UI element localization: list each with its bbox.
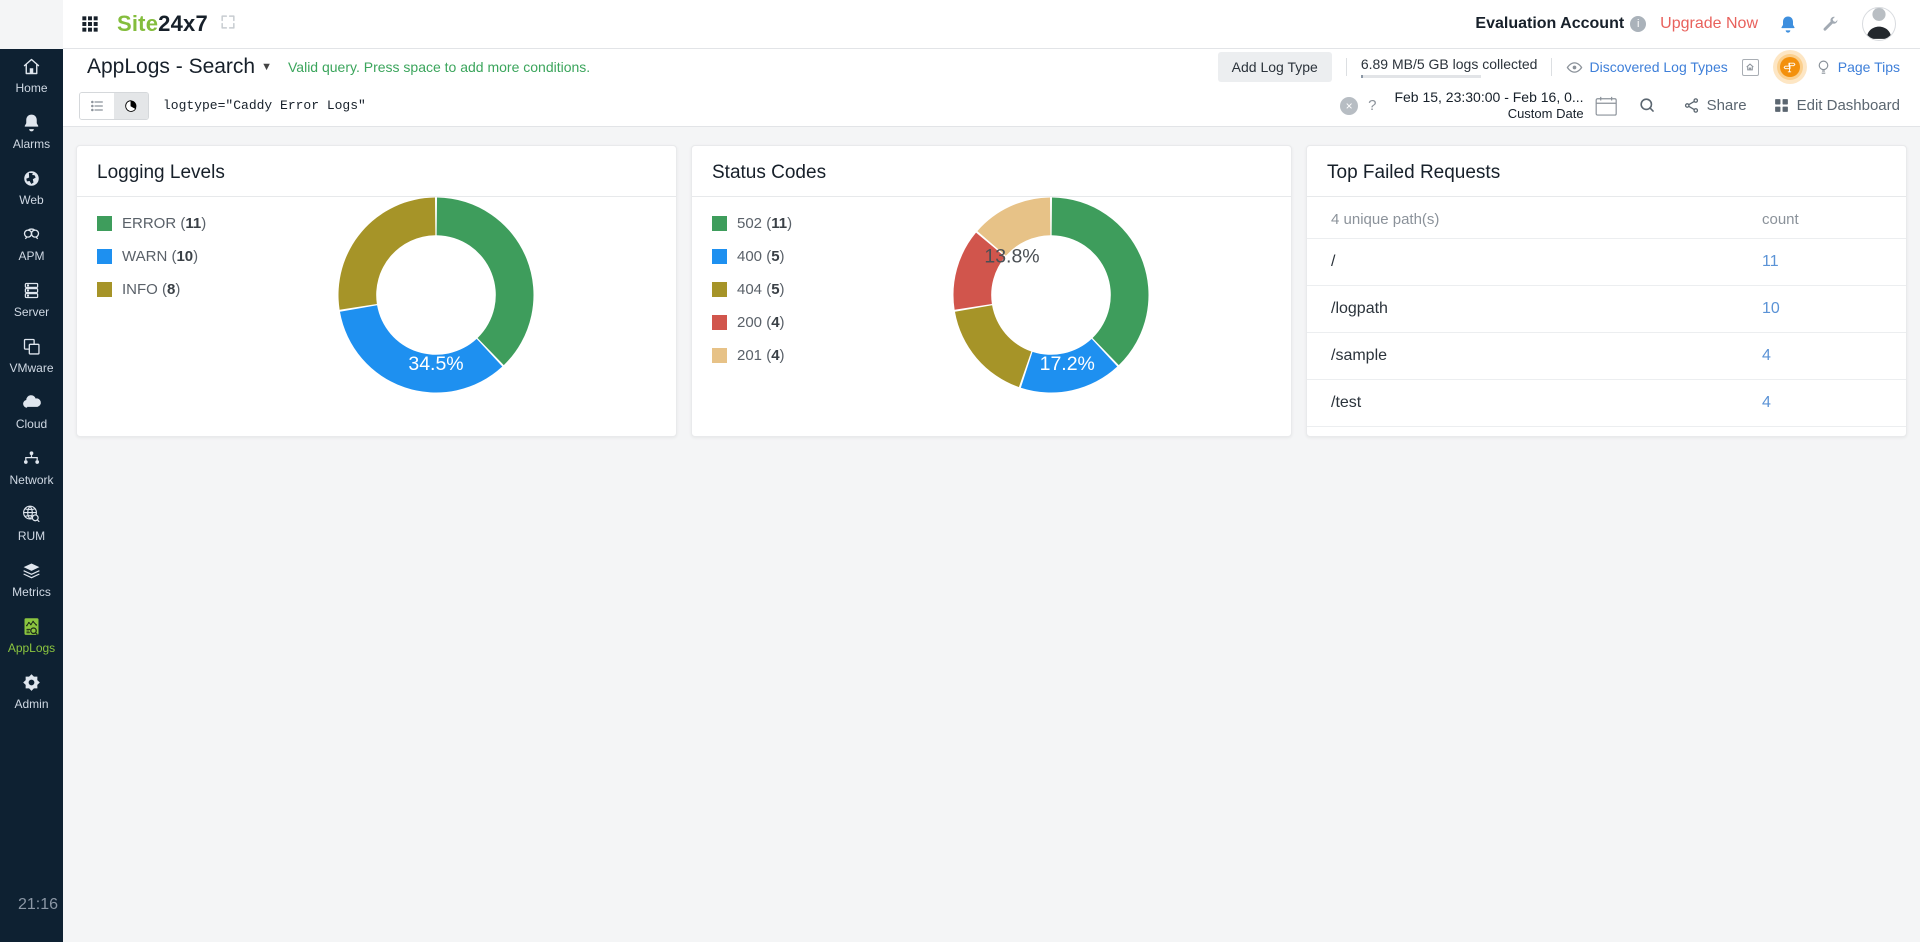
svg-text:13.8%: 13.8% (984, 246, 1039, 268)
svg-text:34.5%: 34.5% (408, 353, 463, 375)
svg-text:17.2%: 17.2% (1040, 353, 1095, 375)
